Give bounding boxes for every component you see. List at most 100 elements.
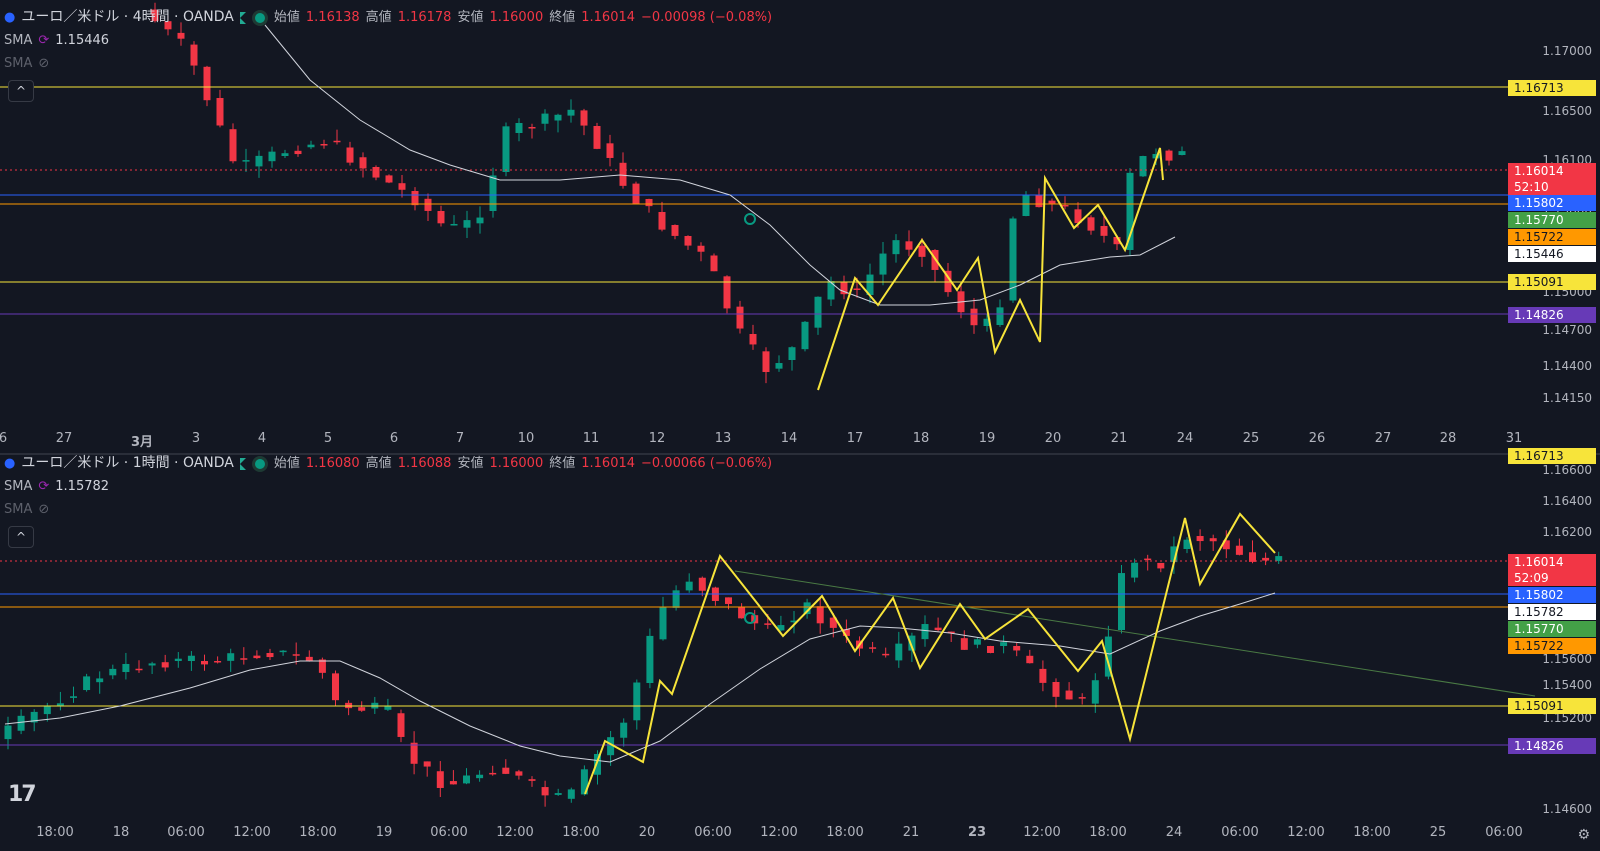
candle-body [983, 318, 991, 326]
time-axis-4h[interactable]: 6 27 3月 3 4 5 6 7 10 11 12 13 14 17 18 19 20 21 24 25 26 27 28… [0, 425, 1600, 455]
flag-icon[interactable] [239, 457, 246, 470]
sma-indicator-row[interactable]: SMA ⟳ 1.15446 [4, 29, 772, 52]
price-tag-t4[interactable]: 1.15782 [1508, 604, 1596, 620]
price-axis-label: 1.14600 [1542, 802, 1592, 816]
symbol-title[interactable]: ユーロ／米ドル · 1時間 · OANDA [21, 455, 234, 471]
eye-off-icon[interactable]: ⊘ [38, 56, 50, 71]
time-axis-label: 12:00 [760, 825, 798, 840]
candle-body [515, 771, 523, 776]
eye-off-icon[interactable]: ⊘ [38, 502, 50, 517]
ohlc-high-value: 1.16088 [397, 456, 452, 471]
ohlc-change-value: −0.00066 (−0.06%) [641, 456, 773, 471]
candle-body [1209, 538, 1217, 542]
candle-body [398, 183, 406, 190]
collapse-legend-button[interactable]: ^ [8, 80, 34, 102]
market-status-icon[interactable] [251, 455, 268, 472]
candle-body [122, 663, 130, 673]
candle-body [463, 775, 470, 784]
price-tag-t7[interactable]: 1.15091 [1508, 698, 1596, 714]
gear-icon[interactable]: ⚙ [1577, 827, 1590, 843]
sma-line [264, 24, 1176, 306]
price-tag-t8[interactable]: 1.14826 [1508, 307, 1596, 323]
chart-pane-1h[interactable]: ● ユーロ／米ドル · 1時間 · OANDA 始値 1.16080 高値 1.16… [0, 448, 1600, 847]
price-tag-t3[interactable]: 1.15802 [1508, 195, 1596, 211]
sma-hidden-row[interactable]: SMA ⊘ [4, 498, 772, 521]
price-tag-t1[interactable]: 1.16713 [1508, 448, 1596, 464]
market-status-icon[interactable] [251, 9, 268, 26]
candle-body [580, 110, 588, 126]
time-axis-label: 26 [1308, 431, 1326, 446]
tradingview-logo[interactable]: 17 [8, 782, 37, 807]
candle-body [607, 737, 615, 756]
candle-body [762, 351, 770, 373]
price-tag-t2[interactable]: 1.16014 [1508, 554, 1596, 570]
symbol-title[interactable]: ユーロ／米ドル · 4時間 · OANDA [21, 9, 234, 25]
price-axis-label: 1.17000 [1542, 44, 1592, 58]
candle-body [905, 241, 913, 250]
candle-body [947, 631, 955, 634]
candle-body [229, 129, 237, 162]
price-tag-t3[interactable]: 1.15802 [1508, 587, 1596, 603]
ohlc-high-value: 1.16178 [397, 10, 452, 25]
time-axis-label: 18:00 [826, 825, 864, 840]
time-axis-label: 28 [1439, 431, 1457, 446]
time-axis-1h[interactable]: 18:00 18 06:00 12:00 18:00 19 06:00 12:00 18:00 2… [0, 823, 1600, 851]
collapse-legend-button[interactable]: ^ [8, 526, 34, 548]
candle-body [788, 347, 796, 360]
candle-body [749, 334, 757, 345]
refresh-icon[interactable]: ⟳ [38, 479, 50, 494]
sma-indicator-row[interactable]: SMA ⟳ 1.15782 [4, 475, 772, 498]
refresh-icon[interactable]: ⟳ [38, 33, 50, 48]
sma-hidden-row[interactable]: SMA ⊘ [4, 52, 772, 75]
candle-body [1022, 194, 1030, 216]
price-axis-label: 1.14150 [1542, 391, 1592, 405]
candle-body [253, 655, 261, 659]
chart-pane-4h[interactable]: ● ユーロ／米ドル · 4時間 · OANDA 始値 1.16138 高値 1.16… [0, 0, 1600, 425]
candle-body [216, 98, 224, 126]
candle-body [632, 183, 640, 204]
candle-body [764, 623, 772, 625]
candle-body [1126, 172, 1134, 250]
candle-body [738, 607, 746, 619]
candle-body [593, 126, 601, 149]
candle-body [214, 661, 222, 663]
candle-body [397, 713, 405, 737]
price-tag-t5[interactable]: 1.15722 [1508, 229, 1596, 245]
price-tag-t1[interactable]: 1.16713 [1508, 80, 1596, 96]
candle-body [1035, 194, 1043, 208]
candle-body [853, 288, 861, 290]
candle-body [410, 742, 418, 764]
candle-body [580, 769, 588, 795]
price-tag-t6[interactable]: 1.15446 [1508, 246, 1596, 262]
ohlc-open-label: 始値 [273, 456, 300, 471]
price-tag-t2b[interactable]: 52:10 [1508, 179, 1596, 195]
sma-label: SMA [4, 479, 33, 494]
price-tag-t8[interactable]: 1.14826 [1508, 738, 1596, 754]
symbol-logo-icon: ● [4, 10, 16, 25]
candle-body [242, 160, 250, 162]
time-axis-label: 12:00 [1287, 825, 1325, 840]
candle-body [698, 577, 706, 591]
candle-body [148, 663, 156, 666]
candle-body [318, 659, 326, 673]
candle-body [203, 66, 211, 101]
candle-body [803, 602, 811, 615]
candle-body [30, 711, 38, 723]
price-tag-t7[interactable]: 1.15091 [1508, 274, 1596, 290]
price-tag-t6[interactable]: 1.15722 [1508, 638, 1596, 654]
candle-body [528, 127, 536, 129]
event-marker-icon [744, 213, 756, 225]
candlestick-chart-1h[interactable] [0, 456, 1600, 823]
price-tag-t2[interactable]: 1.16014 [1508, 163, 1596, 179]
time-axis-label: 18 [112, 825, 130, 840]
legend-4h: ● ユーロ／米ドル · 4時間 · OANDA 始値 1.16138 高値 1.16… [4, 6, 772, 75]
flag-icon[interactable] [239, 11, 246, 24]
price-tag-t5[interactable]: 1.15770 [1508, 621, 1596, 637]
time-axis-label: 6 [389, 431, 399, 446]
candle-body [1113, 237, 1121, 245]
candlestick-chart-4h[interactable] [0, 0, 1600, 425]
candle-body [866, 274, 874, 295]
price-tag-t2b[interactable]: 52:09 [1508, 570, 1596, 586]
price-tag-t4[interactable]: 1.15770 [1508, 212, 1596, 228]
candle-body [892, 240, 900, 255]
